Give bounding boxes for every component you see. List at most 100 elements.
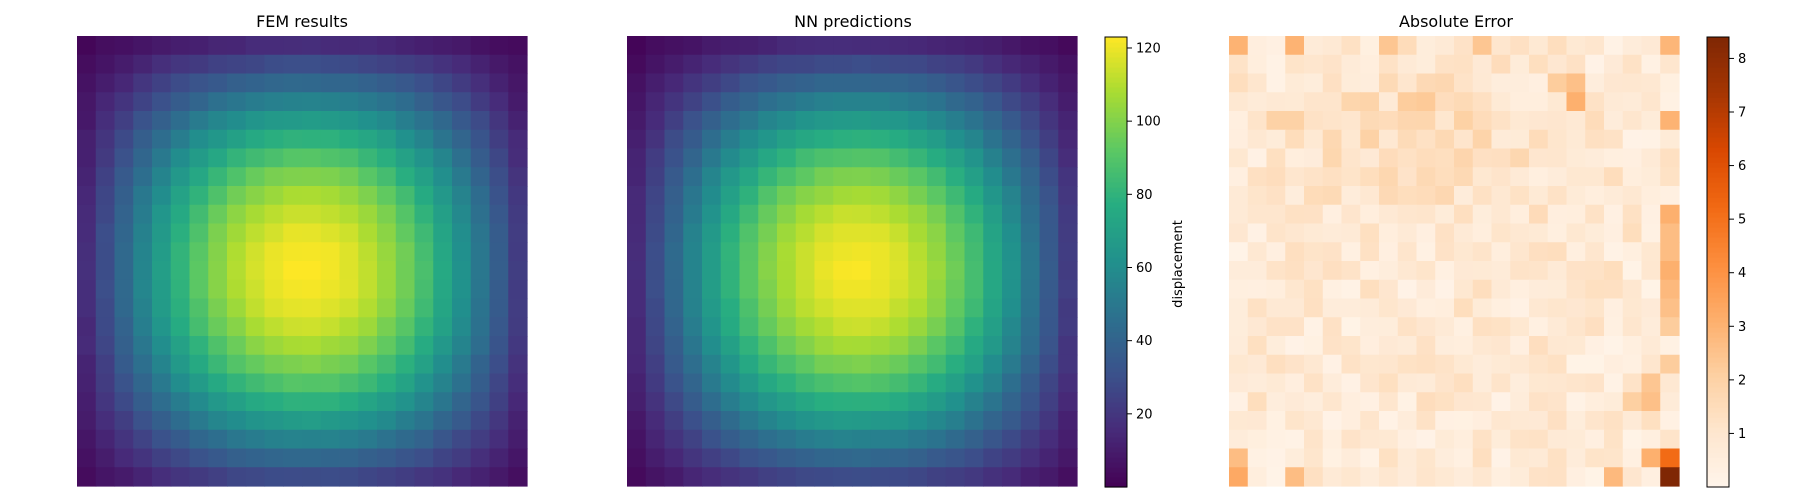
heatmap-cell	[777, 148, 797, 168]
heatmap-cell	[889, 242, 909, 262]
heatmap-cell	[1039, 167, 1059, 187]
heatmap-cell	[1416, 129, 1436, 150]
heatmap-cell	[133, 36, 153, 56]
heatmap-cell	[1360, 73, 1380, 93]
heatmap-cell	[1020, 36, 1041, 56]
heatmap-cell	[720, 261, 741, 281]
heatmap-cell	[1229, 148, 1249, 168]
colorbar-segment	[1707, 337, 1729, 343]
heatmap-cell	[702, 392, 722, 412]
heatmap-cell	[452, 373, 472, 393]
heatmap-cell	[1585, 223, 1605, 243]
heatmap-cell	[945, 317, 966, 337]
heatmap-cell	[358, 111, 378, 131]
heatmap-cell	[627, 36, 647, 56]
heatmap-cell	[1435, 223, 1455, 243]
heatmap-cell	[414, 186, 434, 206]
heatmap-cell	[1360, 373, 1380, 393]
heatmap-cell	[758, 92, 778, 112]
heatmap-cell	[1322, 467, 1343, 487]
heatmap-cell	[945, 392, 966, 412]
heatmap-cell	[777, 392, 797, 412]
heatmap-cell	[508, 429, 528, 450]
heatmap-cell	[245, 36, 266, 56]
heatmap-cell	[470, 373, 491, 393]
heatmap-cell	[1585, 36, 1605, 56]
colorbar-segment	[1105, 287, 1127, 293]
heatmap-cell	[1285, 261, 1305, 281]
heatmap-cell	[358, 36, 378, 56]
heatmap-cell	[264, 167, 284, 187]
heatmap-cell	[1547, 317, 1568, 337]
heatmap-cell	[264, 411, 284, 431]
colorbar-segment	[1105, 347, 1127, 353]
colorbar-segment	[1105, 237, 1127, 243]
heatmap-cell	[833, 167, 853, 187]
heatmap-cell	[1322, 242, 1343, 262]
heatmap-cell	[1510, 148, 1530, 168]
heatmap-cell	[245, 92, 266, 112]
heatmap-cell	[189, 92, 209, 112]
colorbar-segment	[1105, 482, 1127, 488]
heatmap-cell	[170, 298, 191, 318]
heatmap-cell	[795, 261, 816, 281]
heatmap-cell	[964, 92, 984, 112]
heatmap-cell	[945, 167, 966, 187]
heatmap-cell	[1641, 392, 1661, 412]
heatmap-cell	[395, 317, 416, 337]
heatmap-cell	[1416, 111, 1436, 131]
heatmap-cell	[1020, 167, 1041, 187]
heatmap-cell	[1660, 36, 1680, 56]
heatmap-cell	[1435, 36, 1455, 56]
heatmap-cell	[1641, 129, 1661, 150]
heatmap-cell	[795, 317, 816, 337]
heatmap-cell	[302, 73, 322, 93]
heatmap-cell	[645, 167, 666, 187]
heatmap-cell	[1585, 167, 1605, 187]
heatmap-cell	[1002, 111, 1022, 131]
heatmap-cell	[870, 167, 891, 187]
heatmap-cell	[489, 204, 509, 225]
heatmap-cell	[702, 223, 722, 243]
heatmap-cell	[339, 242, 359, 262]
heatmap-cell	[339, 429, 359, 450]
heatmap-cell	[1454, 223, 1474, 243]
heatmap-cell	[1247, 467, 1268, 487]
heatmap-cell	[377, 317, 397, 337]
heatmap-cell	[508, 54, 528, 75]
colorbar-segment	[1105, 157, 1127, 163]
heatmap-cell	[95, 448, 116, 468]
heatmap-cell	[208, 242, 228, 262]
heatmap-cell	[627, 448, 647, 468]
heatmap-cell	[1229, 411, 1249, 431]
heatmap-cell	[739, 204, 759, 225]
heatmap-cell	[1529, 448, 1549, 468]
heatmap-cell	[1416, 186, 1436, 206]
heatmap-cell	[489, 317, 509, 337]
heatmap-cell	[1266, 223, 1286, 243]
heatmap-cell	[927, 129, 947, 150]
heatmap-cell	[433, 317, 453, 337]
heatmap-cell	[283, 242, 303, 262]
heatmap-cell	[489, 36, 509, 56]
heatmap-cell	[489, 448, 509, 468]
heatmap-cell	[133, 73, 153, 93]
heatmap-cell	[283, 298, 303, 318]
heatmap-cell	[1229, 186, 1249, 206]
heatmap-cell	[283, 279, 303, 300]
heatmap-cell	[1002, 429, 1022, 450]
heatmap-cell	[1379, 279, 1399, 300]
heatmap-cell	[908, 92, 928, 112]
heatmap-cell	[470, 242, 491, 262]
heatmap-cell	[1472, 411, 1493, 431]
heatmap-cell	[452, 204, 472, 225]
heatmap-cell	[833, 261, 853, 281]
heatmap-cell	[683, 36, 703, 56]
heatmap-cell	[433, 336, 453, 356]
heatmap-cell	[1379, 411, 1399, 431]
heatmap-cell	[264, 373, 284, 393]
heatmap-cell	[1304, 448, 1324, 468]
heatmap-cell	[433, 73, 453, 93]
heatmap-cell	[1472, 167, 1493, 187]
heatmap-cell	[414, 429, 434, 450]
